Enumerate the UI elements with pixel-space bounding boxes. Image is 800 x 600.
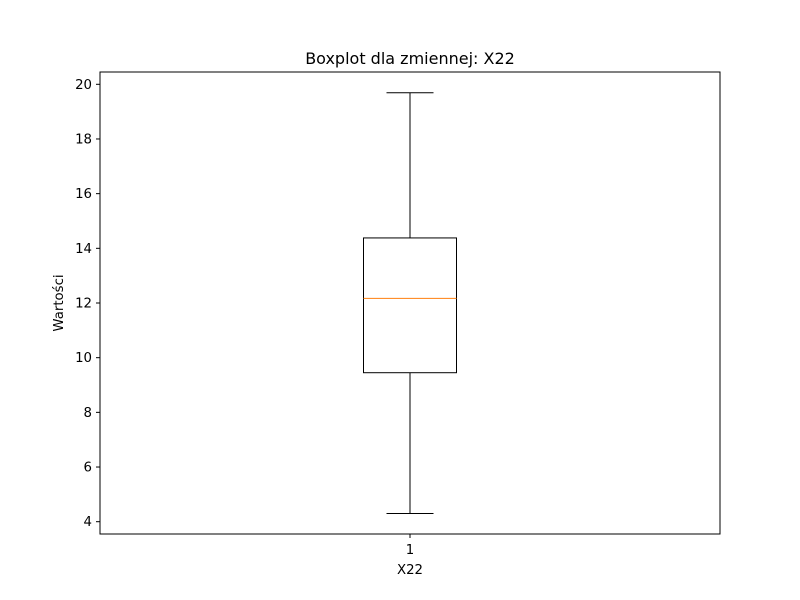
x-axis-ticks: 1 [406,534,414,558]
y-tick-label: 16 [75,187,92,202]
x-axis-label: X22 [397,563,423,578]
y-tick-label: 12 [75,297,92,312]
box-item [363,92,457,514]
box-series [363,92,457,514]
y-tick-label: 6 [84,461,92,476]
y-tick-label: 18 [75,132,92,147]
y-axis-label: Wartości [51,274,67,331]
y-tick-label: 4 [84,515,92,530]
y-tick-label: 10 [75,351,92,366]
y-tick-label: 20 [75,78,92,93]
plot-frame [99,71,721,535]
x-tick-label: 1 [406,543,414,558]
y-tick-label: 14 [75,242,92,257]
chart-title: Boxplot dla zmiennej: X22 [305,49,515,68]
iqr-box [363,237,457,374]
y-tick-label: 8 [84,406,92,421]
y-axis-ticks: 4 6 8 10 12 14 16 18 20 [75,78,100,530]
plot-area: 4 6 8 10 12 14 16 18 20 1 [75,71,721,558]
